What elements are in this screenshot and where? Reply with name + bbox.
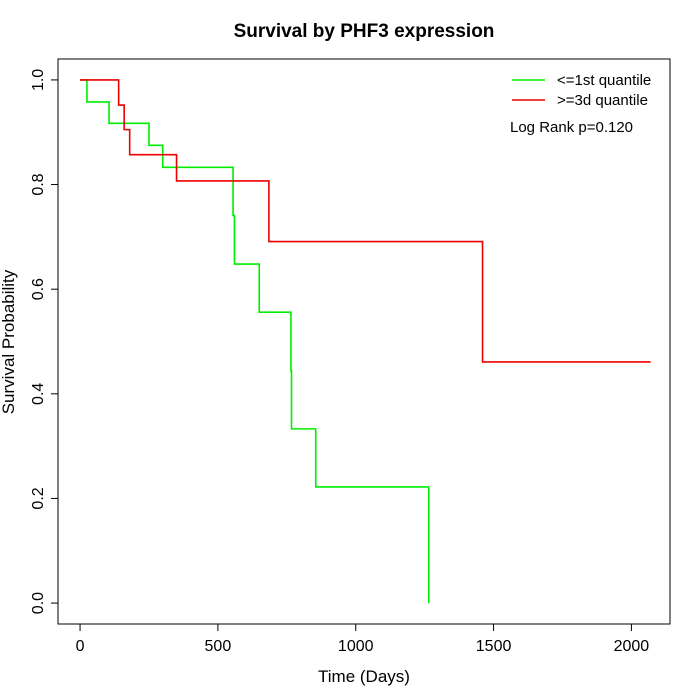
series-line-0 xyxy=(80,79,430,604)
y-tick-label: 0.6 xyxy=(30,278,47,300)
y-axis-title: Survival Probability xyxy=(0,269,18,414)
x-axis: 0 500 1000 1500 2000 xyxy=(76,623,650,655)
y-tick-label: 0.0 xyxy=(30,592,47,614)
x-tick-label: 1000 xyxy=(338,638,374,655)
y-axis: 0.0 0.2 0.4 0.6 0.8 1.0 xyxy=(30,69,59,614)
plot-frame xyxy=(57,58,671,625)
chart-title: Survival by PHF3 expression xyxy=(234,21,495,42)
x-tick-label: 2000 xyxy=(614,638,650,655)
y-tick-label: 0.4 xyxy=(30,383,47,405)
y-tick-label: 0.2 xyxy=(30,487,47,509)
x-tick-label: 0 xyxy=(76,638,85,655)
x-tick-label: 500 xyxy=(205,638,232,655)
legend: <=1st quantile >=3d quantile xyxy=(512,72,651,109)
x-tick-label: 1500 xyxy=(476,638,512,655)
legend-label: >=3d quantile xyxy=(557,92,648,109)
series-line-1 xyxy=(80,79,651,363)
x-axis-title: Time (Days) xyxy=(318,667,410,686)
y-tick-label: 1.0 xyxy=(30,69,47,91)
series-layer xyxy=(80,79,651,604)
legend-label: <=1st quantile xyxy=(557,72,651,89)
y-tick-label: 0.8 xyxy=(30,173,47,195)
log-rank-annotation: Log Rank p=0.120 xyxy=(510,119,633,136)
